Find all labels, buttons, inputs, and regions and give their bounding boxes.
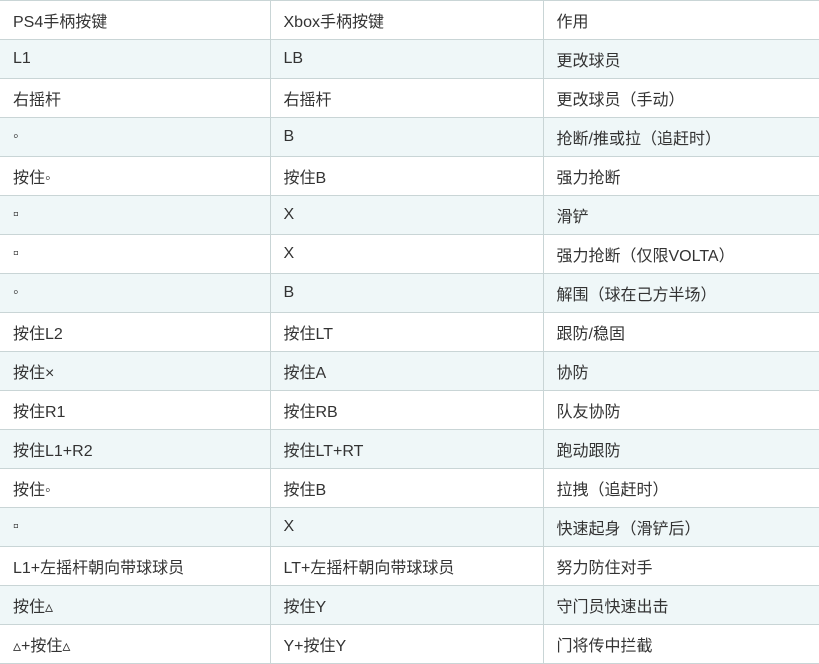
cell-ps4-button: ◦ <box>0 273 270 313</box>
cell-ps4-button: ▵+按住▵ <box>0 624 270 664</box>
header-ps4-buttons: PS4手柄按键 <box>0 0 270 40</box>
cell-xbox-button: X <box>269 507 543 547</box>
cell-xbox-button: 按住A <box>269 351 543 391</box>
cell-ps4-button: 按住× <box>0 351 270 391</box>
cell-xbox-button: 按住RB <box>269 390 543 430</box>
table-row: ▫ X 滑铲 <box>0 195 819 235</box>
cell-ps4-button: 按住R1 <box>0 390 270 430</box>
cell-action: 门将传中拦截 <box>542 624 819 664</box>
cell-action: 抢断/推或拉（追赶时） <box>542 117 819 157</box>
cell-ps4-button: ◦ <box>0 117 270 157</box>
cell-action: 快速起身（滑铲后） <box>542 507 819 547</box>
cell-ps4-button: L1 <box>0 39 270 79</box>
cell-xbox-button: B <box>269 273 543 313</box>
table-row: 按住◦ 按住B 强力抢断 <box>0 156 819 196</box>
cell-ps4-button: ▫ <box>0 507 270 547</box>
cell-action: 守门员快速出击 <box>542 585 819 625</box>
cell-xbox-button: 按住Y <box>269 585 543 625</box>
cell-ps4-button: 按住L1+R2 <box>0 429 270 469</box>
cell-action: 跟防/稳固 <box>542 312 819 352</box>
cell-action: 跑动跟防 <box>542 429 819 469</box>
cell-xbox-button: B <box>269 117 543 157</box>
header-xbox-buttons: Xbox手柄按键 <box>269 0 543 40</box>
table-row: 按住◦ 按住B 拉拽（追赶时） <box>0 468 819 508</box>
header-row: PS4手柄按键 Xbox手柄按键 作用 <box>0 0 819 40</box>
cell-action: 解围（球在己方半场） <box>542 273 819 313</box>
table-body: L1 LB 更改球员 右摇杆 右摇杆 更改球员（手动） ◦ B 抢断/推或拉（追赶时） 按住◦ 按住… <box>0 39 819 664</box>
cell-xbox-button: Y+按住Y <box>269 624 543 664</box>
table-row: L1 LB 更改球员 <box>0 39 819 79</box>
table-row: 按住R1 按住RB 队友协防 <box>0 390 819 430</box>
table-row: 按住L2 按住LT 跟防/稳固 <box>0 312 819 352</box>
cell-ps4-button: 右摇杆 <box>0 78 270 118</box>
table-row: L1+左摇杆朝向带球球员 LT+左摇杆朝向带球球员 努力防住对手 <box>0 546 819 586</box>
table-row: 按住▵ 按住Y 守门员快速出击 <box>0 585 819 625</box>
table-row: 右摇杆 右摇杆 更改球员（手动） <box>0 78 819 118</box>
cell-action: 强力抢断（仅限VOLTA） <box>542 234 819 274</box>
table-row: ▫ X 快速起身（滑铲后） <box>0 507 819 547</box>
cell-ps4-button: 按住◦ <box>0 468 270 508</box>
table-header: PS4手柄按键 Xbox手柄按键 作用 <box>0 0 819 40</box>
cell-ps4-button: 按住▵ <box>0 585 270 625</box>
cell-action: 更改球员 <box>542 39 819 79</box>
table-row: 按住× 按住A 协防 <box>0 351 819 391</box>
cell-xbox-button: 按住B <box>269 468 543 508</box>
table-row: ◦ B 抢断/推或拉（追赶时） <box>0 117 819 157</box>
cell-action: 更改球员（手动） <box>542 78 819 118</box>
cell-action: 滑铲 <box>542 195 819 235</box>
cell-xbox-button: LT+左摇杆朝向带球球员 <box>269 546 543 586</box>
table-row: ◦ B 解围（球在己方半场） <box>0 273 819 313</box>
cell-action: 拉拽（追赶时） <box>542 468 819 508</box>
cell-ps4-button: 按住◦ <box>0 156 270 196</box>
cell-xbox-button: 右摇杆 <box>269 78 543 118</box>
cell-xbox-button: 按住LT+RT <box>269 429 543 469</box>
cell-action: 强力抢断 <box>542 156 819 196</box>
cell-xbox-button: 按住B <box>269 156 543 196</box>
table-row: ▫ X 强力抢断（仅限VOLTA） <box>0 234 819 274</box>
cell-ps4-button: ▫ <box>0 195 270 235</box>
table-row: ▵+按住▵ Y+按住Y 门将传中拦截 <box>0 624 819 664</box>
table-row: 按住L1+R2 按住LT+RT 跑动跟防 <box>0 429 819 469</box>
cell-ps4-button: L1+左摇杆朝向带球球员 <box>0 546 270 586</box>
cell-xbox-button: 按住LT <box>269 312 543 352</box>
cell-xbox-button: X <box>269 195 543 235</box>
cell-xbox-button: X <box>269 234 543 274</box>
cell-action: 努力防住对手 <box>542 546 819 586</box>
cell-ps4-button: ▫ <box>0 234 270 274</box>
cell-xbox-button: LB <box>269 39 543 79</box>
header-action: 作用 <box>542 0 819 40</box>
cell-ps4-button: 按住L2 <box>0 312 270 352</box>
cell-action: 协防 <box>542 351 819 391</box>
cell-action: 队友协防 <box>542 390 819 430</box>
